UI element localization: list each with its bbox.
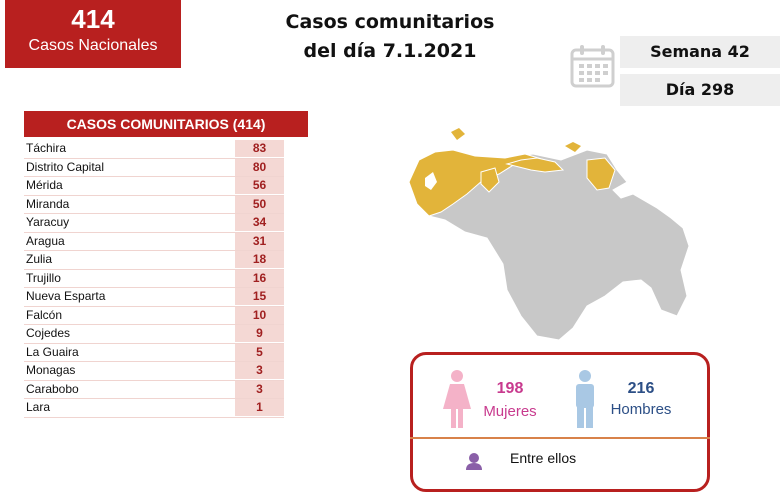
table-row: Táchira 83	[24, 140, 284, 159]
state-name: Yaracuy	[26, 215, 70, 229]
case-count: 15	[235, 288, 284, 305]
map-country-base	[408, 149, 690, 341]
case-count: 3	[235, 380, 284, 398]
table-row: Zulia 18	[24, 251, 284, 270]
state-name: Distrito Capital	[26, 159, 105, 174]
person-icon	[466, 453, 482, 470]
title-line-1: Casos comunitarios	[285, 11, 495, 33]
national-cases-box: 414 Casos Nacionales	[5, 0, 181, 68]
case-count: 56	[235, 177, 284, 194]
male-icon	[576, 370, 594, 428]
map-region-highlight-nueva-esparta	[565, 142, 581, 152]
state-name: Nueva Esparta	[26, 289, 106, 303]
table-row: Cojedes 9	[24, 325, 284, 344]
case-count: 34	[235, 214, 284, 231]
case-count: 18	[235, 251, 284, 268]
state-name: Carabobo	[26, 381, 79, 396]
case-count: 31	[235, 232, 284, 250]
week-label: Semana 42	[620, 36, 780, 68]
case-count: 3	[235, 362, 284, 379]
women-count: 198	[496, 380, 524, 397]
table-row: Trujillo 16	[24, 269, 284, 288]
calendar-icon	[570, 45, 615, 88]
map-region-highlight-falcon	[451, 128, 465, 140]
case-count: 16	[235, 269, 284, 287]
case-count: 83	[235, 140, 284, 157]
map-region-highlight-central	[505, 157, 565, 173]
title-line-2: del día 7.1.2021	[303, 40, 477, 62]
women-label: Mujeres	[483, 403, 537, 420]
table-row: Miranda 50	[24, 195, 284, 214]
state-name: Mérida	[26, 178, 63, 192]
venezuela-map	[408, 128, 690, 341]
case-count: 1	[235, 399, 284, 416]
state-name: Lara	[26, 400, 51, 414]
state-name: La Guaira	[26, 344, 79, 359]
day-label: Día 298	[620, 74, 780, 106]
state-name: Cojedes	[26, 326, 71, 340]
national-cases-value: 414	[71, 4, 115, 34]
case-count: 5	[235, 343, 284, 361]
page-title: Casos comunitarios del día 7.1.2021	[250, 8, 530, 66]
table-row: Aragua 31	[24, 232, 284, 251]
table-row: Distrito Capital 80	[24, 158, 284, 177]
panel-divider	[410, 437, 710, 439]
map-region-highlight-zulia-lake	[425, 172, 437, 190]
state-name: Trujillo	[26, 270, 61, 285]
table-row: Yaracuy 34	[24, 214, 284, 233]
table-row: Carabobo 3	[24, 380, 284, 399]
state-name: Zulia	[26, 252, 53, 266]
state-name: Miranda	[26, 196, 70, 211]
table-row: Nueva Esparta 15	[24, 288, 284, 307]
case-count: 10	[235, 306, 284, 324]
case-count: 9	[235, 325, 284, 342]
case-count: 50	[235, 195, 284, 213]
female-icon	[443, 370, 471, 428]
between-them-text: Entre ellos	[510, 450, 577, 466]
men-label: Hombres	[610, 401, 672, 418]
map-region-highlight-monagas	[586, 157, 616, 191]
state-name: Monagas	[26, 363, 76, 377]
table-row: Mérida 56	[24, 177, 284, 196]
state-name: Aragua	[26, 233, 65, 248]
table-row: Falcón 10	[24, 306, 284, 325]
men-count: 216	[627, 380, 655, 397]
table-row: Monagas 3	[24, 362, 284, 381]
case-count: 80	[235, 158, 284, 176]
national-cases-label: Casos Nacionales	[28, 37, 158, 54]
map-region-highlight-cojedes	[480, 167, 500, 193]
state-name: Táchira	[26, 141, 67, 155]
cases-table: Táchira 83 Distrito Capital 80 Mérida 56 Miran…	[24, 140, 284, 418]
table-row: Lara 1	[24, 399, 284, 418]
state-name: Falcón	[26, 307, 63, 322]
cases-table-header: CASOS COMUNITARIOS (414)	[24, 111, 308, 137]
table-row: La Guaira 5	[24, 343, 284, 362]
